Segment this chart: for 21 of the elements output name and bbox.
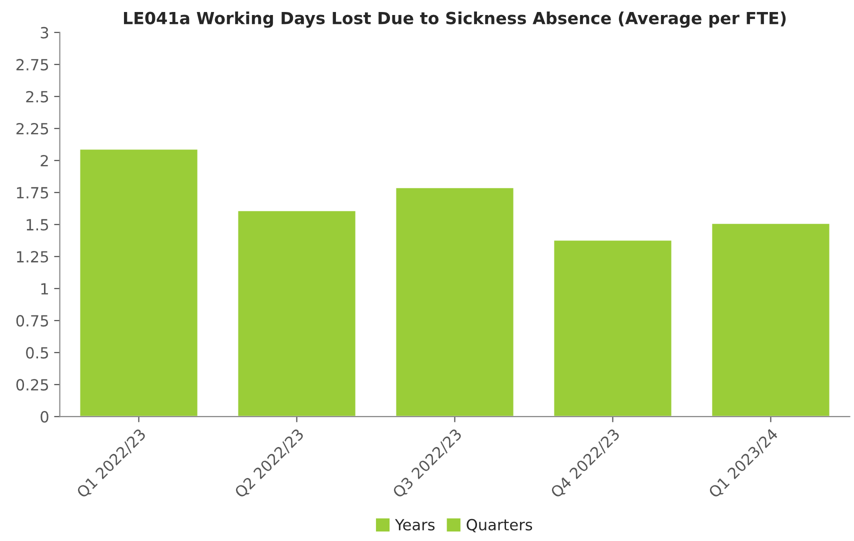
bar [78,148,199,417]
y-tick-label: 2.25 [16,122,48,135]
y-tick-label: 0.25 [16,379,48,391]
y-tick-label: 1 [41,283,48,294]
bar [710,222,831,417]
chart-title: LE041a Working Days Lost Due to Sickness Absence (Average per FTE) [124,11,786,28]
y-tick-label: 1.75 [17,187,48,199]
y-tick-label: 3 [40,26,48,38]
y-tick-label: 2.75 [16,58,48,70]
y-tick-label: 2 [40,154,48,166]
y-tick-label: 1.5 [26,219,48,231]
y-tick-label: 0.75 [16,315,48,327]
y-tick-label: 1.25 [17,250,48,263]
y-tick-label: 0.5 [26,347,48,359]
bar [394,186,515,417]
bar [552,239,673,417]
legend-label: Quarters [466,518,532,532]
y-tick-label: 2.5 [26,90,48,102]
legend-label: Years [394,519,435,530]
y-tick-label: 0 [40,411,48,423]
bar [236,210,357,417]
